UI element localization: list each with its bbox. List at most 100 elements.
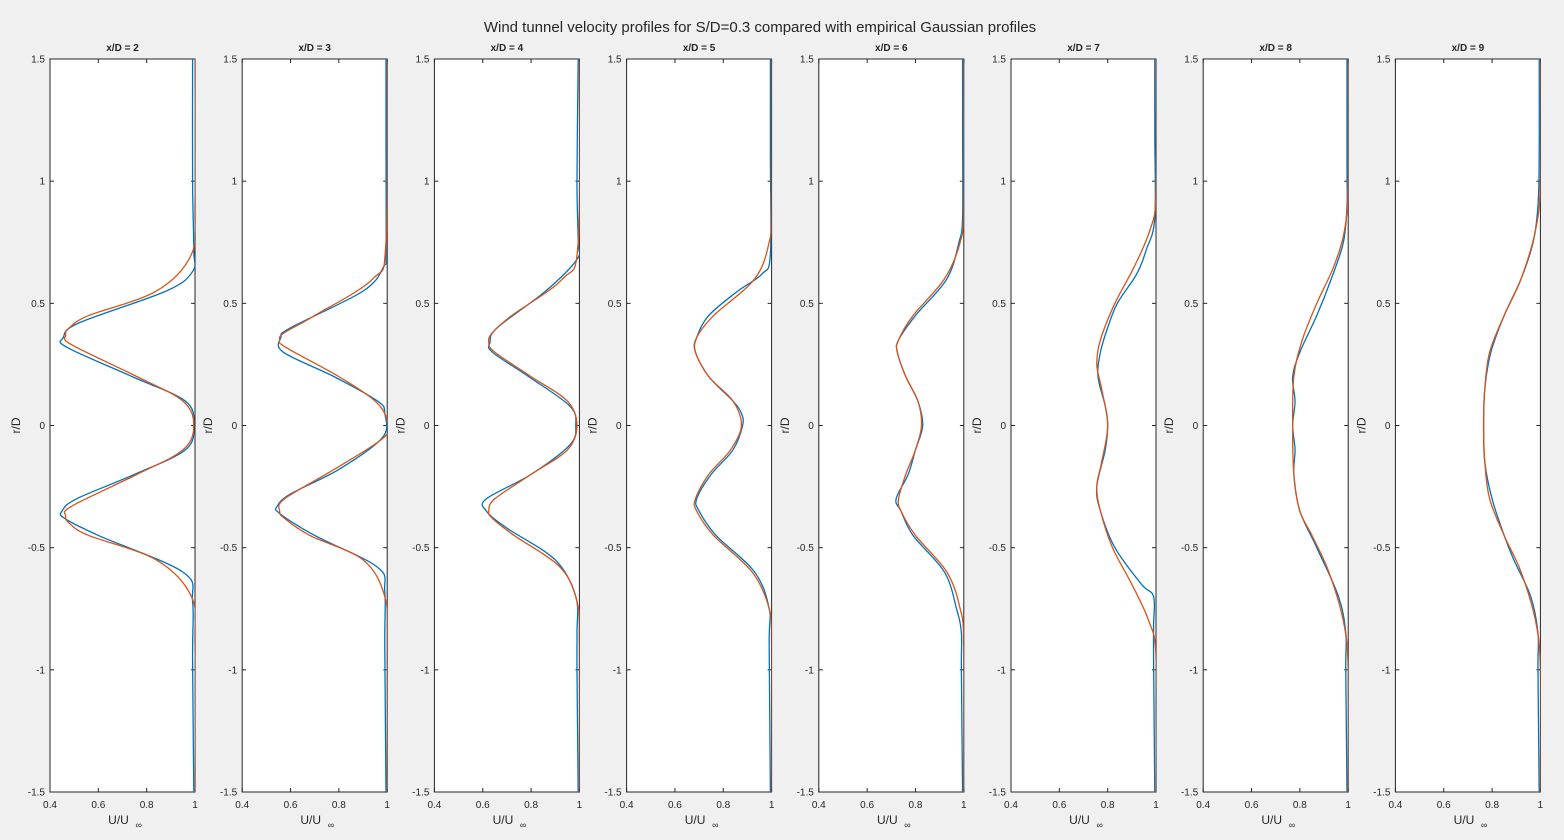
y-tick-label: 1.5	[800, 55, 814, 66]
panel-8: x/D = 9 -1.5 -1 -0.5 0 0.5 1 1.5 0.4 0.6 0.8 1 r/D U/…	[1354, 43, 1543, 830]
x-tick-label: 0.8	[1485, 800, 1499, 811]
y-tick-label: -1	[228, 665, 237, 676]
y-axis-label: r/D	[1354, 417, 1368, 433]
y-axis-label: r/D	[201, 417, 215, 433]
y-tick-label: 1.5	[608, 55, 622, 66]
y-tick-label: 1.5	[992, 55, 1006, 66]
y-tick-label: 1.5	[31, 55, 45, 66]
y-tick-label: 1	[232, 177, 238, 188]
y-tick-label: -1	[997, 665, 1006, 676]
panel-4: x/D = 5 -1.5 -1 -0.5 0 0.5 1 1.5 0.4 0.6 0.8 1 r/D U/…	[586, 43, 775, 830]
x-tick-label: 1	[1538, 800, 1544, 811]
figure-title: Wind tunnel velocity profiles for S/D=0.…	[484, 19, 1036, 36]
x-tick-label: 0.8	[716, 800, 730, 811]
panel-title: x/D = 2	[106, 43, 139, 54]
x-tick-label: 0.6	[91, 800, 105, 811]
measured-profile-line	[1291, 59, 1348, 792]
y-tick-label: -1.5	[28, 788, 46, 799]
y-tick-label: 1.5	[1376, 55, 1390, 66]
measured-profile-line	[895, 59, 964, 792]
axes-box	[1394, 58, 1541, 793]
x-tick-label: 0.4	[235, 800, 249, 811]
y-tick-label: -1	[1189, 665, 1198, 676]
x-axis-label: U/U	[1454, 813, 1475, 827]
y-tick-label: 0	[616, 421, 622, 432]
x-tick-label: 0.6	[668, 800, 682, 811]
y-tick-label: -1	[1381, 665, 1390, 676]
x-axis-label: U/U	[1261, 813, 1282, 827]
y-axis-label: r/D	[778, 417, 792, 433]
y-tick-label: 1	[1000, 177, 1006, 188]
x-tick-label: 1	[769, 800, 775, 811]
y-tick-label: -0.5	[412, 543, 430, 554]
y-tick-label: -0.5	[1181, 543, 1199, 554]
axes-box	[1010, 58, 1157, 793]
x-axis-label: U/U	[877, 813, 898, 827]
y-tick-label: 0.5	[1184, 299, 1198, 310]
y-tick-label: 0	[1385, 421, 1391, 432]
panel-6: x/D = 7 -1.5 -1 -0.5 0 0.5 1 1.5 0.4 0.6 0.8 1 r/D U/…	[970, 43, 1159, 830]
y-tick-label: 1	[1193, 177, 1199, 188]
x-tick-label: 0.4	[812, 800, 826, 811]
axes-box	[241, 58, 388, 793]
y-tick-label: -1	[805, 665, 814, 676]
gaussian-profile-line	[693, 59, 772, 792]
y-tick-label: 1	[39, 177, 45, 188]
y-tick-label: 0	[1193, 421, 1199, 432]
y-axis-label: r/D	[586, 417, 600, 433]
y-tick-label: -1.5	[604, 788, 622, 799]
y-axis-label: r/D	[1162, 417, 1176, 433]
panel-title: x/D = 3	[298, 43, 331, 54]
x-tick-label: 0.4	[427, 800, 441, 811]
x-axis-label-subscript: ∞	[136, 820, 142, 830]
panel-title: x/D = 6	[875, 43, 908, 54]
y-tick-label: 0.5	[608, 299, 622, 310]
x-tick-label: 0.6	[1437, 800, 1451, 811]
gaussian-profile-line	[487, 59, 580, 792]
y-tick-label: 0.5	[800, 299, 814, 310]
y-tick-label: -1.5	[989, 788, 1007, 799]
y-tick-label: 0	[424, 421, 430, 432]
panel-5: x/D = 6 -1.5 -1 -0.5 0 0.5 1 1.5 0.4 0.6 0.8 1 r/D U/…	[778, 43, 967, 830]
y-tick-label: 1	[616, 177, 622, 188]
gaussian-profile-line	[1482, 59, 1541, 792]
panel-7: x/D = 8 -1.5 -1 -0.5 0 0.5 1 1.5 0.4 0.6 0.8 1 r/D U/…	[1162, 43, 1351, 830]
y-tick-label: 0.5	[415, 299, 429, 310]
x-tick-label: 0.8	[524, 800, 538, 811]
y-tick-label: -0.5	[797, 543, 815, 554]
y-tick-label: 0	[39, 421, 45, 432]
panel-title: x/D = 8	[1259, 43, 1292, 54]
y-tick-label: -1	[36, 665, 45, 676]
y-tick-label: 1.5	[223, 55, 237, 66]
y-tick-label: 1	[1385, 177, 1391, 188]
x-axis-label: U/U	[300, 813, 321, 827]
x-axis-label: U/U	[685, 813, 706, 827]
axes-box	[49, 58, 196, 793]
y-tick-label: 0.5	[31, 299, 45, 310]
y-tick-label: -0.5	[220, 543, 238, 554]
x-axis-label-subscript: ∞	[1289, 820, 1295, 830]
panel-title: x/D = 4	[491, 43, 524, 54]
y-tick-label: -1	[420, 665, 429, 676]
x-tick-label: 1	[577, 800, 583, 811]
y-tick-label: 1.5	[415, 55, 429, 66]
y-tick-label: -0.5	[604, 543, 622, 554]
y-axis-label: r/D	[970, 417, 984, 433]
y-tick-label: 1	[808, 177, 814, 188]
x-axis-label-subscript: ∞	[712, 820, 718, 830]
gaussian-profile-line	[1096, 59, 1156, 792]
y-tick-label: 0	[232, 421, 238, 432]
y-tick-label: 0.5	[223, 299, 237, 310]
axes-box	[1202, 58, 1349, 793]
panel-grid: x/D = 2 -1.5 -1 -0.5 0 0.5 1 1.5 0.4 0.6 0.8 1 r/D U/…	[9, 43, 1544, 830]
y-tick-label: -1.5	[1373, 788, 1391, 799]
x-tick-label: 0.6	[284, 800, 298, 811]
x-axis-label-subscript: ∞	[1097, 820, 1103, 830]
y-tick-label: -0.5	[1373, 543, 1391, 554]
y-tick-label: 0	[808, 421, 814, 432]
x-tick-label: 0.4	[1388, 800, 1402, 811]
x-tick-label: 0.6	[1245, 800, 1259, 811]
x-axis-label: U/U	[493, 813, 514, 827]
axes-box	[433, 58, 580, 793]
